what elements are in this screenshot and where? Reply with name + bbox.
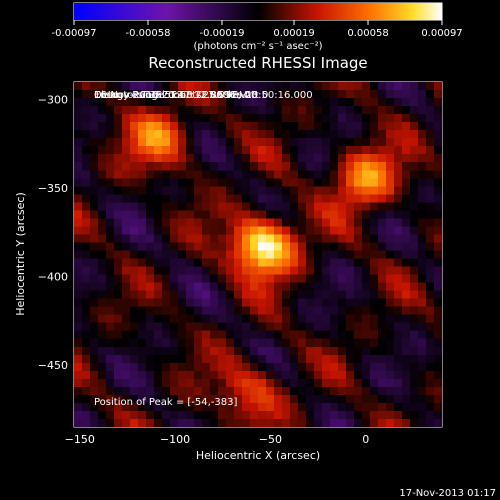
colorbar-tick-label: -0.00058 (125, 28, 170, 39)
annotation-line: Detectors: 3F 5F 6F 7F 8F 9F, Att 0 (94, 90, 269, 101)
colorbar-tick-label: -0.00097 (52, 28, 97, 39)
annotation-line: Clean Total counts: 7.59E+03 (94, 90, 258, 101)
colorbar (74, 3, 442, 20)
y-tick-label: −300 (38, 94, 68, 107)
x-tick-label: 0 (362, 433, 369, 446)
peak-position-label: Position of Peak = [-54,-383] (94, 397, 238, 408)
x-tick-label: −150 (65, 433, 95, 446)
annotation-line: 16-Nov-2013 20:47:12.000 to 20:50:16.000 (94, 90, 313, 101)
colorbar-unit-label: (photons cm⁻² s⁻¹ asec⁻²) (193, 41, 322, 52)
footer-date: 17-Nov-2013 01:17 (399, 488, 496, 499)
heatmap-image (74, 82, 442, 427)
y-tick-label: −400 (38, 271, 68, 284)
colorbar-tick-label: -0.00019 (199, 28, 244, 39)
y-tick-label: −450 (38, 359, 68, 372)
y-axis: −300 −350 −400 −450 (38, 81, 442, 419)
colorbar-tick-label: 0.00058 (347, 28, 388, 39)
colorbar-ticks: -0.00097 -0.00058 -0.00019 0.00019 0.00058 0.… (52, 20, 463, 39)
y-tick-label: −350 (38, 182, 68, 195)
colorbar-tick-label: 0.00019 (273, 28, 314, 39)
y-axis-label: Heliocentric Y (arcsec) (14, 192, 27, 316)
annotation-line: Energy Range: 12.0 - 25.0 keV (94, 90, 247, 101)
x-axis-label: Heliocentric X (arcsec) (196, 449, 320, 462)
colorbar-tick-label: 0.00097 (421, 28, 462, 39)
x-tick-label: −100 (160, 433, 190, 446)
x-tick-label: −50 (259, 433, 282, 446)
chart-title: Reconstructed RHESSI Image (148, 54, 367, 72)
